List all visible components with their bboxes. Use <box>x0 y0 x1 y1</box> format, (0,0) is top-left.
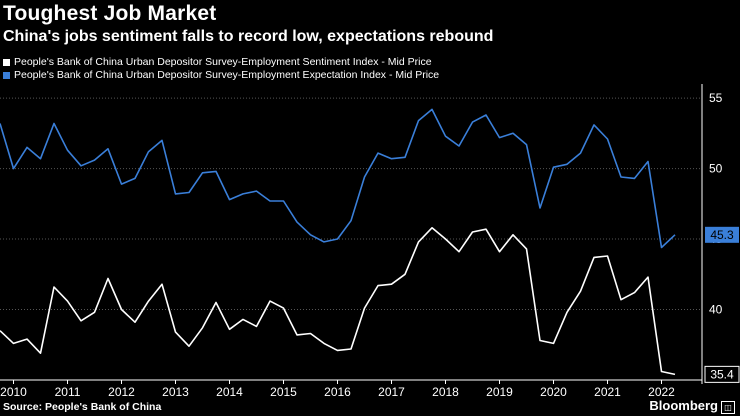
x-tick-label-2019: 2019 <box>486 385 513 399</box>
brand-terminal-icon: ◫ <box>721 401 735 414</box>
legend-label-expectation: People's Bank of China Urban Depositor S… <box>14 69 440 81</box>
x-tick-label-2013: 2013 <box>162 385 189 399</box>
y-tick-label-50: 50 <box>709 162 723 176</box>
end-label-1: 45.3 <box>710 228 734 242</box>
legend: People's Bank of China Urban Depositor S… <box>3 56 439 82</box>
end-label-0: 35.4 <box>710 367 734 381</box>
x-tick-label-2011: 2011 <box>55 385 81 399</box>
x-tick-label-2021: 2021 <box>594 385 621 399</box>
end-label-box-1 <box>705 226 739 243</box>
x-tick-label-2014: 2014 <box>216 385 243 399</box>
chart-subtitle: China's jobs sentiment falls to record l… <box>3 28 494 45</box>
x-tick-label-2020: 2020 <box>540 385 567 399</box>
x-tick-label-2018: 2018 <box>432 385 459 399</box>
y-tick-label-55: 55 <box>709 91 723 105</box>
x-tick-label-2012: 2012 <box>108 385 135 399</box>
legend-item-sentiment: People's Bank of China Urban Depositor S… <box>3 56 439 69</box>
y-tick-label-40: 40 <box>709 303 723 317</box>
legend-label-sentiment: People's Bank of China Urban Depositor S… <box>14 56 432 68</box>
series-line-1 <box>0 108 676 249</box>
x-tick-label-2016: 2016 <box>324 385 351 399</box>
x-tick-label-2017: 2017 <box>378 385 405 399</box>
x-tick-label-2022: 2022 <box>648 385 675 399</box>
legend-swatch-expectation <box>3 72 10 79</box>
legend-swatch-sentiment <box>3 59 10 66</box>
end-label-box-0 <box>704 365 740 383</box>
chart-title: Toughest Job Market <box>3 2 217 25</box>
series-line-0 <box>0 227 676 376</box>
x-tick-label-2010: 2010 <box>0 385 27 399</box>
x-tick-label-2015: 2015 <box>270 385 297 399</box>
legend-item-expectation: People's Bank of China Urban Depositor S… <box>3 69 439 82</box>
source-note: Source: People's Bank of China <box>3 401 162 413</box>
brand-logo: Bloomberg <box>649 398 718 413</box>
